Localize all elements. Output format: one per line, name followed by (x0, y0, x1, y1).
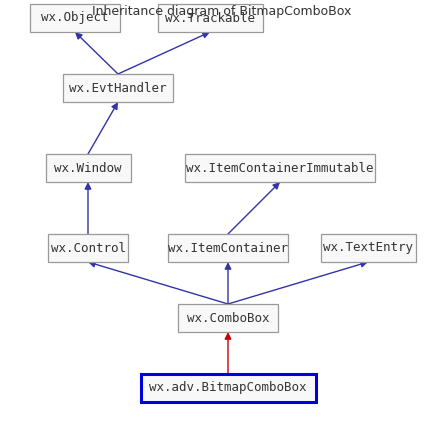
FancyBboxPatch shape (158, 4, 262, 32)
FancyBboxPatch shape (185, 154, 375, 182)
Text: wx.ItemContainer: wx.ItemContainer (168, 242, 288, 255)
FancyBboxPatch shape (30, 4, 120, 32)
FancyBboxPatch shape (321, 234, 416, 262)
Text: wx.Control: wx.Control (51, 242, 126, 255)
Text: wx.TextEntry: wx.TextEntry (323, 242, 413, 255)
FancyBboxPatch shape (140, 374, 316, 402)
FancyBboxPatch shape (48, 234, 128, 262)
FancyBboxPatch shape (168, 234, 288, 262)
Text: wx.Window: wx.Window (54, 162, 122, 175)
Text: wx.adv.BitmapComboBox: wx.adv.BitmapComboBox (149, 382, 307, 395)
FancyBboxPatch shape (63, 74, 173, 102)
FancyBboxPatch shape (45, 154, 131, 182)
Text: wx.ComboBox: wx.ComboBox (187, 311, 269, 324)
Text: wx.EvtHandler: wx.EvtHandler (69, 82, 167, 94)
Text: wx.ItemContainerImmutable: wx.ItemContainerImmutable (186, 162, 374, 175)
Text: wx.Trackable: wx.Trackable (165, 11, 255, 25)
Text: wx.Object: wx.Object (41, 11, 109, 25)
FancyBboxPatch shape (178, 304, 278, 332)
Text: Inheritance diagram of BitmapComboBox: Inheritance diagram of BitmapComboBox (92, 5, 352, 18)
